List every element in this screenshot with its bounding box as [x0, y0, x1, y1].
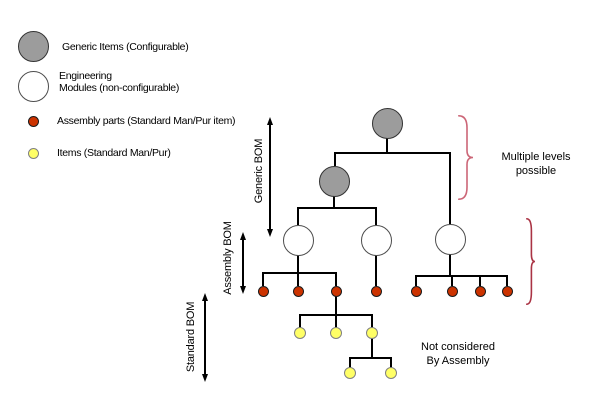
bom-range-arrow — [269, 124, 271, 230]
tree-edge — [334, 152, 451, 154]
tree-edge — [451, 276, 453, 286]
assembly-part-dot — [292, 285, 304, 297]
note-line: By Assembly — [426, 355, 490, 367]
generic-item-marker — [18, 31, 49, 62]
tree-edge — [349, 358, 351, 368]
legend-label-line: Engineering — [59, 70, 112, 82]
tree-edge — [297, 255, 299, 273]
tree-edge — [297, 207, 377, 209]
arrow-down-head-icon — [201, 374, 208, 382]
arrow-up-head-icon — [239, 232, 246, 240]
tree-edge — [371, 315, 373, 328]
assembly-part-dot — [370, 285, 382, 297]
generic-item-node — [371, 107, 403, 139]
legend-label-line: Modules (non-configurable) — [59, 82, 180, 94]
tree-edge — [415, 275, 508, 277]
tree-edge — [335, 296, 337, 315]
engineering-module-marker — [18, 71, 49, 102]
note-line: Multiple levels — [501, 151, 571, 163]
assembly-part-dot — [257, 285, 269, 297]
assembly-part-dot — [474, 285, 486, 297]
tree-edge — [375, 255, 377, 286]
engineering-module-node — [434, 223, 466, 255]
tree-edge — [262, 273, 264, 286]
note-line: Not considered — [421, 341, 495, 353]
item-dot — [385, 367, 397, 379]
engineering-module-node — [282, 224, 314, 256]
engineering-module-node — [360, 224, 392, 256]
assembly-part-marker — [28, 116, 39, 127]
legend-label-line: Items (Standard Man/Pur) — [57, 147, 171, 159]
not-considered-note: Not considered By Assembly — [421, 340, 495, 368]
multiple-levels-note: Multiple levels possible — [501, 150, 570, 178]
tree-edge — [386, 138, 388, 153]
arrow-down-head-icon — [239, 286, 246, 294]
legend-label-generic-items: Generic Items (Configurable) — [62, 41, 189, 53]
curly-brace-icon — [526, 218, 536, 305]
tree-edge — [390, 358, 392, 368]
tree-edge — [479, 276, 481, 286]
curly-brace-icon — [458, 115, 474, 200]
tree-edge — [449, 153, 451, 224]
tree-edge — [335, 315, 337, 328]
arrow-up-head-icon — [201, 293, 208, 301]
tree-edge — [449, 254, 451, 276]
legend-label-line: Assembly parts (Standard Man/Pur item) — [57, 115, 236, 127]
item-dot — [294, 327, 306, 339]
bom-range-arrow — [204, 300, 206, 375]
legend-label-line: Generic Items (Configurable) — [62, 41, 189, 53]
arrow-up-head-icon — [266, 117, 273, 125]
item-dot — [344, 367, 356, 379]
arrow-down-head-icon — [266, 229, 273, 237]
assembly-part-dot — [330, 285, 342, 297]
legend-label-items: Items (Standard Man/Pur) — [57, 147, 171, 159]
assembly-part-dot — [501, 285, 513, 297]
tree-edge — [375, 208, 377, 225]
tree-edge — [262, 272, 337, 274]
item-dot — [330, 327, 342, 339]
tree-edge — [335, 273, 337, 286]
tree-edge — [506, 276, 508, 286]
tree-edge — [333, 196, 335, 208]
tree-edge — [415, 276, 417, 286]
tree-edge — [334, 153, 336, 166]
tree-edge — [299, 315, 301, 328]
item-marker — [28, 148, 39, 159]
tree-edge — [371, 338, 373, 358]
assembly-part-dot — [410, 285, 422, 297]
tree-edge — [349, 357, 392, 359]
generic-item-node — [318, 165, 350, 197]
tree-edge — [297, 273, 299, 286]
item-dot — [366, 327, 378, 339]
legend-label-engineering-modules: Engineering Modules (non-configurable) — [59, 70, 179, 94]
legend-label-assembly-parts: Assembly parts (Standard Man/Pur item) — [57, 115, 236, 127]
bom-range-arrow — [242, 239, 244, 287]
tree-edge — [297, 208, 299, 225]
note-line: possible — [515, 165, 557, 177]
assembly-part-dot — [446, 285, 458, 297]
